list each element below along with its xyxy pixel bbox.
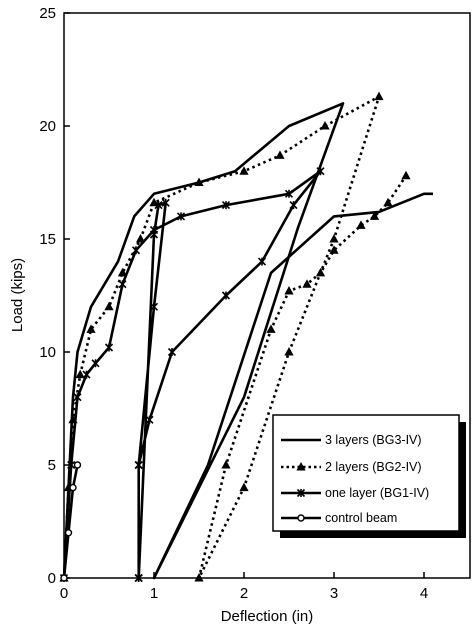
legend-label-one-layer: one layer (BG1-IV) [325, 486, 429, 500]
data-point-one-layer-bg1-iv [167, 347, 177, 357]
data-point-one-layer-bg1-iv [91, 358, 100, 369]
data-point-one-layer-bg1-iv [221, 290, 231, 301]
data-point-2-layers-bg2-iv [329, 245, 339, 254]
data-point-control-beam [64, 529, 73, 537]
data-point-one-layer-bg1-iv [289, 200, 298, 210]
data-point-2-layers-bg2-iv [329, 234, 339, 243]
data-point-one-layer-bg1-iv [145, 414, 154, 425]
legend-label-control-beam: control beam [325, 511, 397, 525]
y-tick-labels: 0 5 10 15 20 25 [39, 5, 56, 587]
x-tick-labels: 0 1 2 3 4 [60, 585, 428, 602]
y-tick-label: 15 [39, 231, 56, 248]
data-point-one-layer-bg1-iv [82, 369, 91, 380]
data-point-2-layers-bg2-iv [320, 121, 330, 130]
y-tick-label: 20 [39, 118, 56, 135]
series-line-2-layers-bg2-iv [62, 95, 408, 580]
data-point-one-layer-bg1-iv [104, 342, 114, 353]
data-point-2-layers-bg2-iv [374, 91, 384, 101]
y-tick-label: 5 [48, 457, 56, 474]
legend-label-2-layers: 2 layers (BG2-IV) [325, 460, 422, 474]
legend-box [272, 414, 460, 532]
y-tick-label: 0 [48, 570, 56, 587]
plot-frame [63, 12, 471, 579]
series-line-control-beam [62, 464, 79, 579]
x-tick-label: 1 [150, 585, 158, 602]
data-point-2-layers-bg2-iv [383, 197, 393, 207]
legend-label-3-layers: 3 layers (BG3-IV) [325, 433, 422, 447]
x-axis-title: Deflection (in) [221, 608, 314, 625]
legend-marker-control-beam [297, 514, 305, 522]
data-point-2-layers-bg2-iv [284, 286, 294, 295]
y-axis-title: Load (kips) [9, 258, 26, 332]
x-tick-label: 3 [330, 585, 338, 602]
data-point-control-beam [60, 574, 68, 582]
data-point-2-layers-bg2-iv [401, 170, 411, 180]
x-tick-label: 0 [60, 585, 68, 602]
x-tick-label: 2 [240, 585, 248, 602]
y-tick-label: 10 [39, 344, 56, 361]
data-point-one-layer-bg1-iv [118, 279, 127, 290]
y-tick-label: 25 [39, 5, 56, 22]
data-point-2-layers-bg2-iv [239, 482, 249, 492]
data-point-2-layers-bg2-iv [104, 301, 114, 311]
x-tick-label: 4 [420, 585, 428, 602]
data-point-control-beam [69, 483, 77, 492]
data-point-2-layers-bg2-iv [356, 220, 366, 229]
data-point-2-layers-bg2-iv [275, 150, 285, 159]
data-point-one-layer-bg1-iv [134, 460, 143, 470]
data-point-2-layers-bg2-iv [86, 324, 96, 333]
data-point-control-beam [73, 461, 82, 469]
data-point-one-layer-bg1-iv [73, 392, 82, 403]
legend: 3 layers (BG3-IV) 2 layers (BG2-IV) one … [272, 414, 466, 538]
series-line-3-layers-bg3-iv [62, 102, 433, 580]
data-point-2-layers-bg2-iv [284, 347, 294, 356]
plot-series [59, 91, 433, 583]
data-point-one-layer-bg1-iv [257, 256, 267, 267]
data-point-2-layers-bg2-iv [221, 460, 231, 469]
data-point-one-layer-bg1-iv [131, 245, 141, 256]
